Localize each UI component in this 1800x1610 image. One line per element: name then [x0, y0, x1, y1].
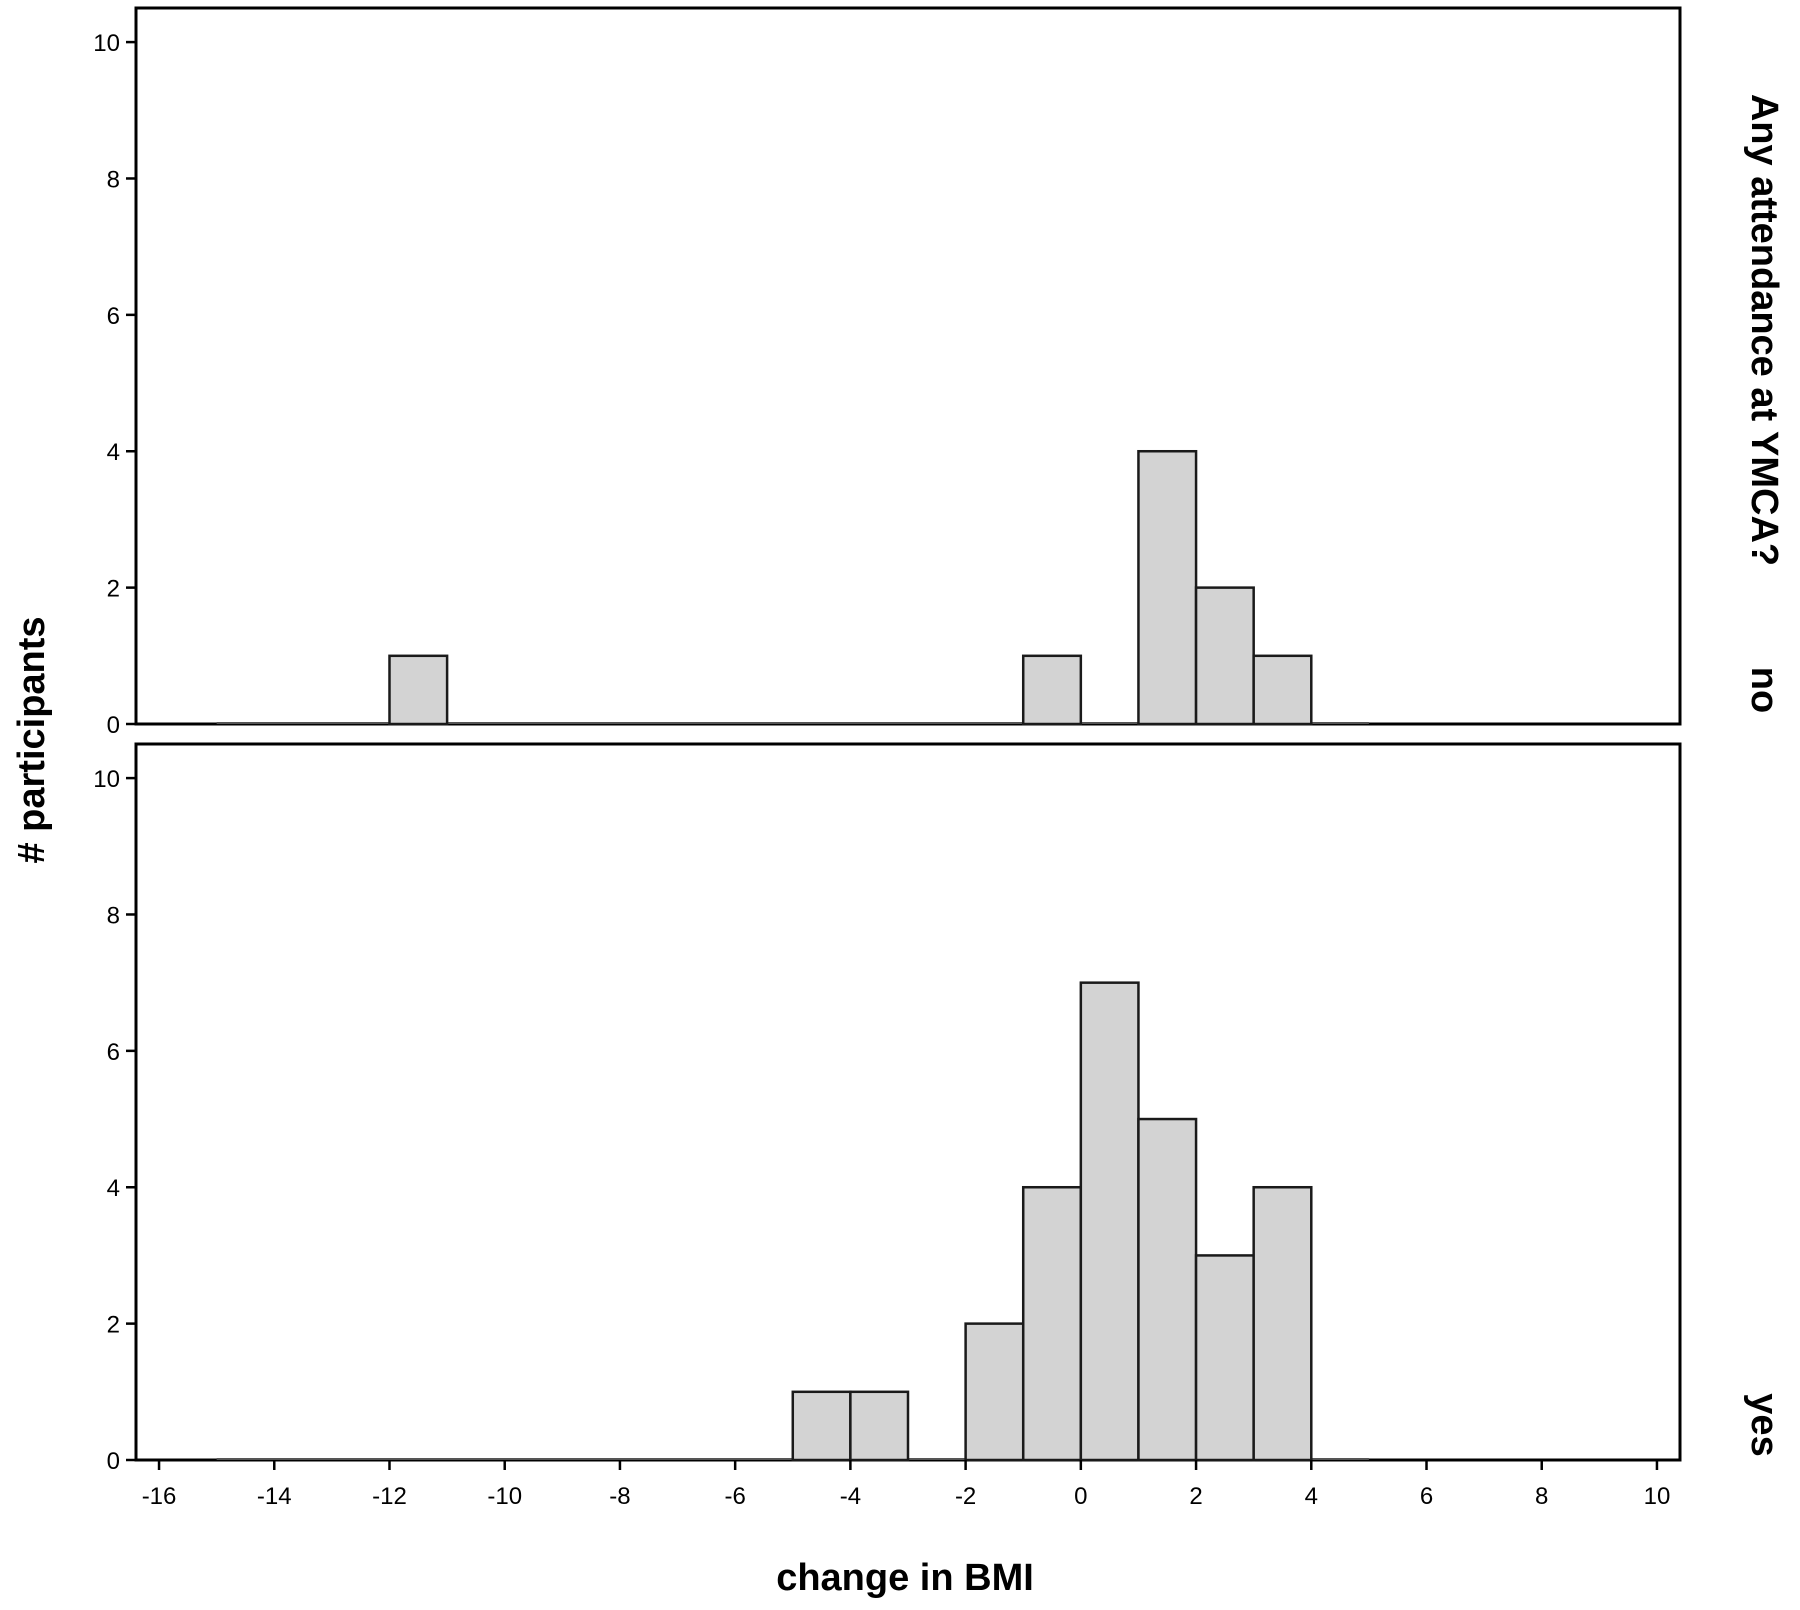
panel-label: yes [1743, 1393, 1785, 1456]
x-tick-label: 4 [1305, 1483, 1318, 1510]
y-tick-label: 4 [107, 1175, 120, 1202]
histogram-bar [1252, 654, 1313, 726]
panels: 0 2 4 6 8 10 no 0 2 4 6 8 10 yes [93, 6, 1785, 1475]
histogram-bar [1137, 1117, 1198, 1462]
y-tick-label: 10 [93, 30, 120, 57]
histogram-bar [1194, 1254, 1255, 1462]
panel-frame [134, 6, 1682, 726]
x-tick-label: 0 [1074, 1483, 1087, 1510]
y-axis-title: # participants [11, 616, 53, 863]
y-tick-label: 10 [93, 766, 120, 793]
histogram-bar [1021, 1185, 1083, 1462]
y-tick-label: 6 [107, 303, 120, 330]
x-tick-label: -14 [257, 1483, 292, 1510]
x-tick-label: -6 [724, 1483, 745, 1510]
x-tick-label: 10 [1644, 1483, 1671, 1510]
x-tick-label: -4 [840, 1483, 861, 1510]
panel-no: 0 2 4 6 8 10 no [93, 6, 1785, 739]
panel-label: no [1743, 667, 1785, 713]
panel-yes: 0 2 4 6 8 10 yes [93, 742, 1785, 1475]
y-tick-label: 2 [107, 576, 120, 603]
histogram-bar [1021, 654, 1083, 726]
y-tick-label: 0 [107, 712, 120, 739]
x-tick-label: -2 [955, 1483, 976, 1510]
x-tick-label: 6 [1420, 1483, 1433, 1510]
histogram-bar [1194, 586, 1255, 726]
x-tick-label: -16 [142, 1483, 177, 1510]
histogram-bar [388, 654, 449, 726]
facet-title: Any attendance at YMCA? [1743, 94, 1785, 566]
y-tick-label: 0 [107, 1448, 120, 1475]
panel-frame [134, 742, 1682, 1462]
histogram-bar [1252, 1185, 1313, 1462]
y-tick-label: 8 [107, 902, 120, 929]
histogram-bar [849, 1390, 910, 1462]
x-axis: -16 -14 -12 -10 -8 -6 -4 -2 0 2 4 6 8 10 [142, 1460, 1671, 1510]
y-tick-label: 2 [107, 1312, 120, 1339]
y-tick-label: 4 [107, 439, 120, 466]
histogram-bar [964, 1322, 1025, 1462]
histogram-bar [1079, 981, 1140, 1462]
histogram-bar [1137, 449, 1198, 726]
y-tick-label: 8 [107, 166, 120, 193]
x-tick-label: 2 [1189, 1483, 1202, 1510]
x-tick-label: -12 [372, 1483, 407, 1510]
y-tick-label: 6 [107, 1039, 120, 1066]
x-tick-label: -8 [609, 1483, 630, 1510]
x-tick-label: 8 [1535, 1483, 1548, 1510]
x-axis-title: change in BMI [776, 1557, 1034, 1599]
histogram-bar [791, 1390, 852, 1462]
x-tick-label: -10 [487, 1483, 522, 1510]
